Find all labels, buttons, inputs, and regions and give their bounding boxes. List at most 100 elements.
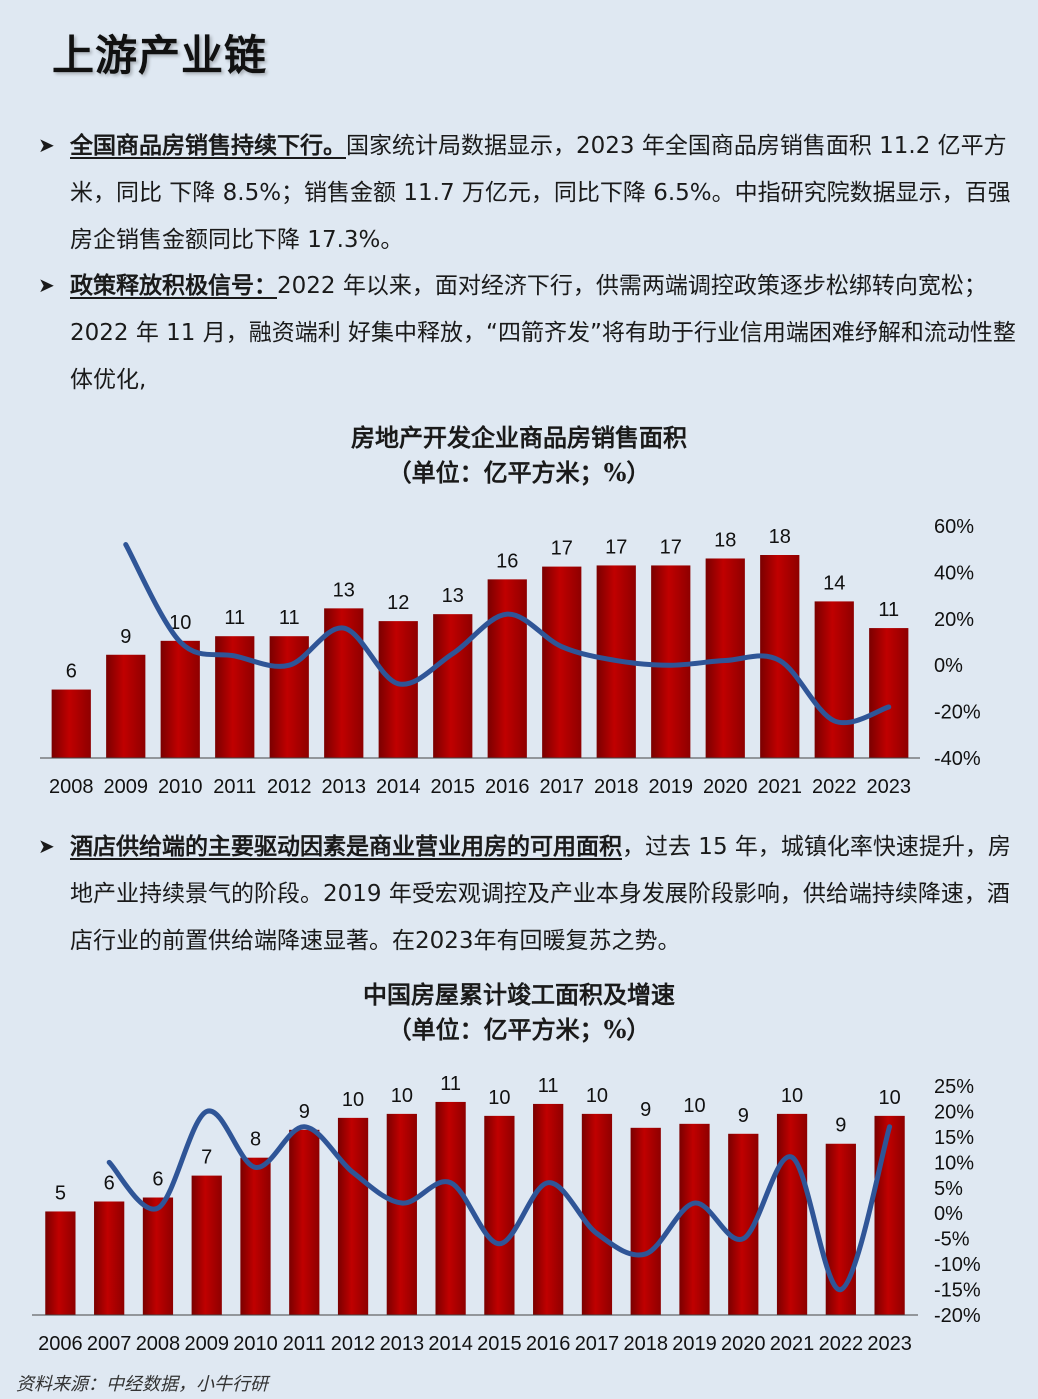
bar-2008 [51, 689, 91, 758]
bar-2017 [542, 566, 582, 758]
category-label-2011: 2011 [213, 776, 256, 798]
bullet-text: 国家统计局数据显示，2023 年全国商品房销售面积 11.2 亿平方米，同比 下… [70, 133, 1011, 253]
category-label-2012: 2012 [331, 1333, 376, 1355]
chart-2-subtitle: （单位：亿平方米；%） [387, 1015, 651, 1044]
bar-2011 [289, 1129, 320, 1315]
bar-2007 [94, 1201, 125, 1315]
category-label-2011: 2011 [283, 1333, 326, 1355]
bar-label-2012: 10 [342, 1089, 364, 1111]
right-axis-tick: 0% [934, 655, 963, 677]
bar-label-2014: 12 [387, 592, 409, 614]
right-axis-tick: -10% [934, 1254, 981, 1276]
bar-2023 [874, 1115, 905, 1315]
bullet-sales: ➤ 全国商品房销售持续下行。国家统计局数据显示，2023 年全国商品房销售面积 … [38, 122, 1018, 264]
category-label-2015: 2015 [477, 1333, 522, 1355]
bar-label-2017: 17 [551, 538, 573, 560]
bar-label-2022: 14 [823, 572, 845, 594]
bar-label-2013: 13 [333, 579, 355, 601]
sales-area-chart: 6 2008 9 2009 10 2010 11 2011 11 2012 13 2013 12 2014… [40, 516, 981, 798]
right-axis-tick: -20% [934, 1305, 981, 1327]
bar-2017 [581, 1113, 613, 1315]
growth-rate-line [123, 542, 892, 726]
bar-2016 [487, 579, 527, 758]
bar-label-2009: 7 [201, 1147, 212, 1169]
bar-label-2006: 5 [55, 1182, 66, 1204]
bar-2012 [337, 1117, 369, 1315]
right-axis-tick: 10% [934, 1152, 974, 1174]
bar-2013 [386, 1113, 417, 1315]
category-label-2020: 2020 [703, 776, 748, 798]
bar-label-2016: 16 [496, 550, 518, 572]
bar-label-2012: 11 [279, 607, 300, 629]
bar-2010 [160, 640, 200, 758]
bullet-body: 酒店供给端的主要驱动因素是商业营业用房的可用面积，过去 15 年，城镇化率快速提… [70, 823, 1018, 965]
bar-label-2020: 18 [714, 529, 736, 551]
right-axis-tick: 40% [934, 562, 974, 584]
category-label-2010: 2010 [233, 1333, 278, 1355]
arrow-bullet-icon: ➤ [38, 834, 55, 858]
category-label-2021: 2021 [770, 1333, 815, 1355]
bar-2018 [630, 1127, 661, 1315]
bar-label-2013: 10 [391, 1085, 413, 1107]
right-axis-tick: 25% [934, 1076, 974, 1098]
bar-2022 [825, 1143, 856, 1315]
page-title: 上游产业链 [52, 31, 268, 80]
bar-2015 [433, 614, 473, 758]
bullet-lead: 全国商品房销售持续下行。 [70, 132, 346, 159]
bar-label-2021: 18 [769, 526, 791, 548]
right-axis-tick: 5% [934, 1178, 963, 1200]
category-label-2023: 2023 [867, 1333, 912, 1355]
bar-label-2021: 10 [781, 1085, 803, 1107]
bar-2021 [776, 1113, 808, 1315]
category-label-2007: 2007 [87, 1333, 132, 1355]
bar-label-2007: 6 [104, 1172, 115, 1194]
bar-label-2018: 9 [640, 1099, 651, 1121]
source-note: 资料来源：中经数据，小牛行研 [16, 1374, 268, 1395]
bar-label-2014: 11 [440, 1073, 461, 1095]
bar-label-2008: 6 [152, 1169, 163, 1191]
right-axis-tick: 20% [934, 1101, 974, 1123]
category-label-2012: 2012 [267, 776, 312, 798]
bullet-text: 2022 年以来，面对经济下行，供需两端调控政策逐步松绑转向宽松；2022 年 … [70, 273, 1016, 393]
bar-2009 [106, 654, 146, 758]
bar-label-2015: 13 [442, 585, 464, 607]
bar-2019 [679, 1123, 710, 1315]
chart-1-subtitle: （单位：亿平方米；%） [387, 458, 651, 487]
completion-area-chart: 5 2006 6 2007 6 2008 7 2009 8 2010 9 2011 10 2012 10 20… [32, 1073, 981, 1355]
category-label-2013: 2013 [322, 776, 367, 798]
chart-1-title: 房地产开发企业商品房销售面积 [351, 423, 687, 452]
category-label-2013: 2013 [380, 1333, 425, 1355]
chart-2-title: 中国房屋累计竣工面积及增速 [363, 980, 675, 1009]
bar-label-2018: 17 [605, 536, 627, 558]
right-axis-tick: 15% [934, 1127, 974, 1149]
bullet-policy: ➤ 政策释放积极信号：2022 年以来，面对经济下行，供需两端调控政策逐步松绑转… [38, 262, 1018, 404]
category-label-2018: 2018 [623, 1333, 668, 1355]
bar-2009 [191, 1175, 222, 1315]
bar-label-2022: 9 [835, 1115, 846, 1137]
category-label-2006: 2006 [38, 1333, 83, 1355]
bullet-text: ，过去 15 年，城镇化率快速提升，房地产业持续景气的阶段。2019 年受宏观调… [70, 834, 1011, 954]
bar-2022 [814, 601, 854, 758]
growth-rate-line [106, 1108, 893, 1292]
bar-2014 [378, 621, 418, 758]
bar-label-2011: 9 [299, 1101, 310, 1123]
bullet-body: 政策释放积极信号：2022 年以来，面对经济下行，供需两端调控政策逐步松绑转向宽… [70, 262, 1018, 404]
arrow-bullet-icon: ➤ [38, 133, 55, 157]
category-label-2018: 2018 [594, 776, 639, 798]
bar-label-2009: 9 [120, 626, 131, 648]
right-axis-tick: -40% [934, 748, 981, 770]
bar-2019 [651, 565, 691, 758]
bar-2023 [869, 628, 909, 758]
category-label-2017: 2017 [540, 776, 585, 798]
bullet-lead: 政策释放积极信号： [70, 272, 277, 299]
category-label-2016: 2016 [485, 776, 530, 798]
category-label-2014: 2014 [376, 776, 421, 798]
category-label-2022: 2022 [819, 1333, 864, 1355]
bar-label-2019: 17 [660, 536, 682, 558]
bar-label-2008: 6 [66, 661, 77, 683]
bar-2006 [45, 1211, 76, 1315]
right-axis-tick: 20% [934, 609, 974, 631]
bar-label-2011: 11 [224, 607, 245, 629]
bar-2010 [240, 1157, 271, 1315]
bullet-hotel-supply: ➤ 酒店供给端的主要驱动因素是商业营业用房的可用面积，过去 15 年，城镇化率快… [38, 823, 1018, 965]
